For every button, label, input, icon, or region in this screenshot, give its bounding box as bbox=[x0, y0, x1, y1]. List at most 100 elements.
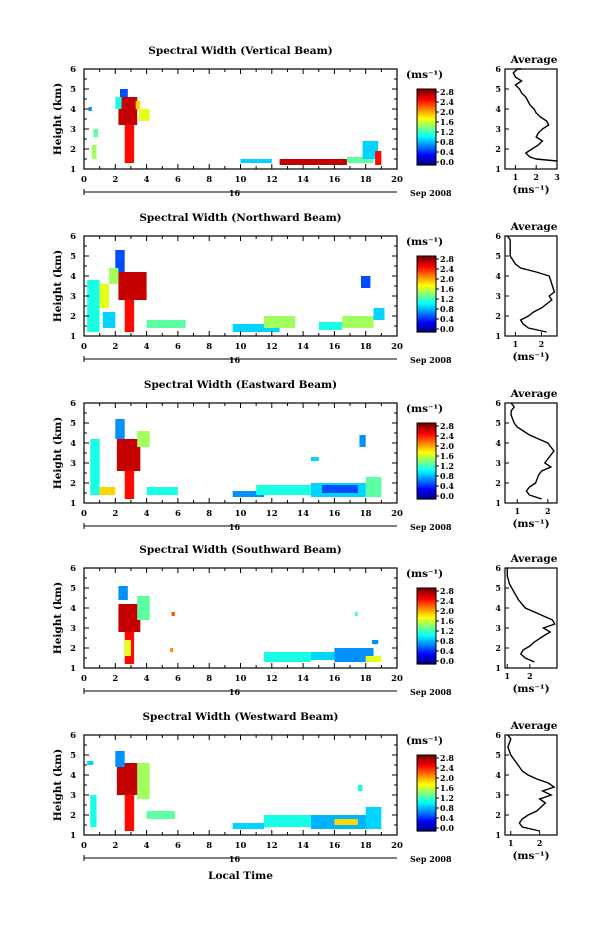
profile-frame bbox=[504, 734, 558, 836]
profile-line bbox=[507, 235, 556, 333]
colorbar-swatch bbox=[417, 301, 436, 305]
profile-y-tick-label: 1 bbox=[495, 663, 501, 673]
x-tick-label: 16 bbox=[328, 342, 340, 352]
y-tick-label: 4 bbox=[70, 771, 76, 781]
day-label: 16 bbox=[229, 355, 241, 365]
heatmap-cell bbox=[318, 322, 343, 330]
colorbar-swatch bbox=[417, 119, 436, 122]
y-axis-label: Height (km) bbox=[52, 582, 64, 654]
colorbar-swatch bbox=[417, 817, 436, 821]
colorbar-swatch bbox=[417, 328, 436, 331]
colorbar-swatch bbox=[417, 297, 436, 301]
colorbar-tick-label: 2.8 bbox=[440, 421, 454, 431]
colorbar-tick-label: 2.4 bbox=[440, 763, 454, 773]
colorbar-swatch bbox=[417, 658, 436, 661]
colorbar-tick-label: 1.6 bbox=[440, 117, 454, 127]
colorbar-tick-label: 2.0 bbox=[440, 107, 454, 117]
colorbar-swatch bbox=[417, 474, 436, 477]
colorbar-swatch bbox=[417, 648, 436, 652]
profile-x-tick-label: 1 bbox=[514, 506, 520, 516]
colorbar-tick-label: 0.8 bbox=[440, 803, 454, 813]
profile-y-tick-label: 2 bbox=[495, 810, 501, 820]
colorbar-swatch bbox=[417, 599, 436, 602]
colorbar-swatch bbox=[417, 428, 436, 432]
colorbar-tick-label: 0.4 bbox=[440, 481, 454, 491]
profile-y-tick-label: 6 bbox=[495, 398, 501, 408]
heatmap-cell bbox=[279, 159, 347, 165]
x-tick-label: 16 bbox=[328, 509, 340, 519]
colorbar-swatch bbox=[417, 476, 436, 479]
panel-title: Spectral Width (Westward Beam) bbox=[142, 711, 338, 723]
heatmap-cell bbox=[146, 320, 186, 328]
colorbar-swatch bbox=[417, 314, 436, 318]
colorbar-swatch bbox=[417, 627, 436, 631]
y-tick-label: 5 bbox=[70, 751, 76, 761]
heatmap-cell bbox=[116, 439, 141, 471]
colorbar-swatch bbox=[417, 265, 436, 268]
x-tick-label: 6 bbox=[175, 175, 181, 185]
colorbar-swatch bbox=[417, 108, 436, 111]
x-tick-label: 20 bbox=[391, 342, 403, 352]
colorbar-swatch bbox=[417, 791, 436, 794]
colorbar-swatch bbox=[417, 128, 436, 132]
colorbar-swatch bbox=[417, 468, 436, 472]
colorbar-swatch bbox=[417, 424, 436, 428]
colorbar-swatch bbox=[417, 497, 436, 500]
colorbar-tick-label: 2.8 bbox=[440, 254, 454, 264]
heatmap-cell bbox=[138, 109, 150, 121]
colorbar-swatch bbox=[417, 130, 436, 134]
colorbar-swatch bbox=[417, 781, 436, 785]
colorbar-swatch bbox=[417, 478, 436, 481]
heatmap-cell bbox=[109, 268, 119, 284]
colorbar-swatch bbox=[417, 487, 436, 491]
colorbar-swatch bbox=[417, 447, 436, 451]
y-tick-label: 3 bbox=[70, 624, 76, 634]
colorbar-swatch bbox=[417, 461, 436, 464]
y-axis-label: Height (km) bbox=[52, 417, 64, 489]
colorbar-swatch bbox=[417, 823, 436, 826]
y-axis-label: Height (km) bbox=[52, 83, 64, 155]
heatmap-cell bbox=[232, 823, 264, 829]
colorbar-swatch bbox=[417, 762, 436, 766]
colorbar-swatch bbox=[417, 758, 436, 762]
colorbar-swatch bbox=[417, 806, 436, 809]
x-tick-label: 6 bbox=[175, 509, 181, 519]
colorbar-swatch bbox=[417, 257, 436, 261]
colorbar-swatch bbox=[417, 821, 436, 824]
colorbar-swatch bbox=[417, 760, 436, 764]
x-tick-label: 10 bbox=[235, 342, 247, 352]
x-tick-label: 20 bbox=[391, 175, 403, 185]
colorbar-frame bbox=[416, 587, 437, 665]
profile-y-tick-label: 6 bbox=[495, 730, 501, 740]
colorbar-swatch bbox=[417, 470, 436, 473]
profile-y-tick-label: 1 bbox=[495, 498, 501, 508]
panel-2: Spectral Width (Eastward Beam)0 2 4 6 8 10 12 1… bbox=[52, 379, 558, 532]
colorbar-tick-label: 1.6 bbox=[440, 783, 454, 793]
colorbar-swatch bbox=[417, 284, 436, 287]
y-tick-label: 3 bbox=[70, 292, 76, 302]
colorbar-swatch bbox=[417, 109, 436, 113]
y-tick-label: 5 bbox=[70, 252, 76, 262]
colorbar-swatch bbox=[417, 612, 436, 616]
date-label: Sep 2008 bbox=[410, 687, 452, 697]
colorbar-swatch bbox=[417, 802, 436, 805]
profile-y-tick-label: 1 bbox=[495, 331, 501, 341]
heatmap-cell bbox=[232, 491, 264, 497]
colorbar-swatch bbox=[417, 457, 436, 460]
heatmap-cell bbox=[91, 145, 97, 159]
colorbar-swatch bbox=[417, 263, 436, 267]
x-tick-label: 2 bbox=[112, 342, 118, 352]
y-tick-label: 2 bbox=[70, 644, 76, 654]
colorbar-frame bbox=[416, 88, 437, 166]
colorbar-swatch bbox=[417, 601, 436, 604]
profile-x-tick-label: 2 bbox=[527, 671, 533, 681]
profile-y-tick-label: 3 bbox=[495, 458, 501, 468]
x-tick-label: 16 bbox=[328, 674, 340, 684]
colorbar-swatch bbox=[417, 256, 436, 259]
profile-y-tick-label: 2 bbox=[495, 478, 501, 488]
heatmap-cell bbox=[361, 276, 371, 288]
colorbar-swatch bbox=[417, 766, 436, 769]
colorbar-frame bbox=[416, 422, 437, 500]
x-tick-label: 2 bbox=[112, 509, 118, 519]
profile-line bbox=[507, 734, 556, 832]
